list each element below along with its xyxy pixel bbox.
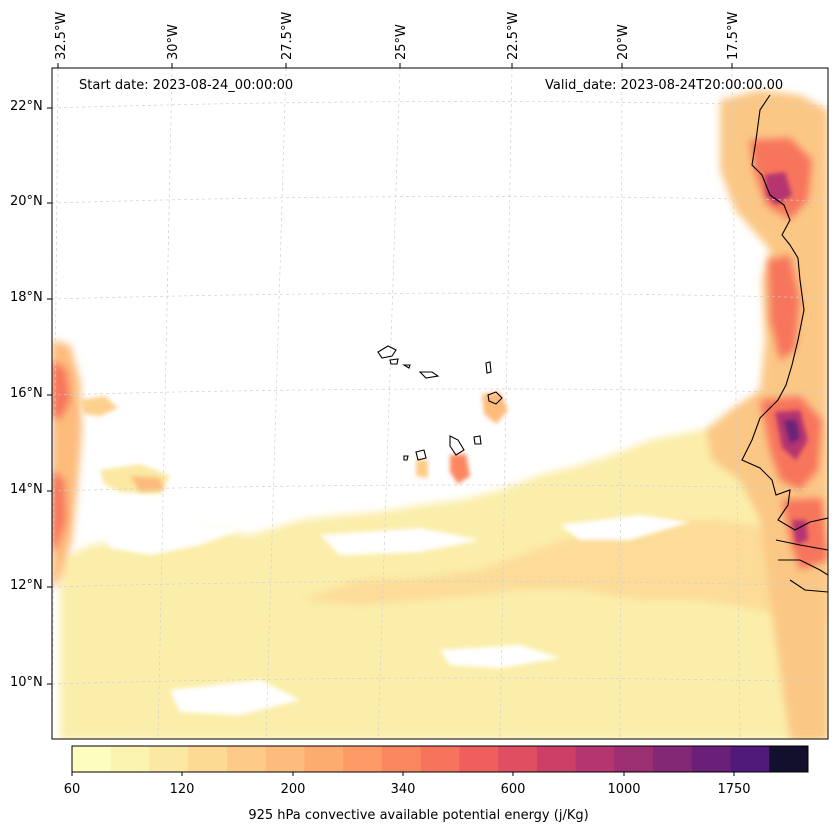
colorbar-tick-label: 1750 [717, 782, 751, 797]
colorbar-segment [536, 746, 577, 772]
colorbar-segment [265, 746, 305, 772]
colorbar-tick-label: 600 [500, 782, 526, 797]
colorbar-segment [188, 746, 228, 772]
lon-label-25w: 25°W [394, 24, 409, 60]
cape-africa-mid [750, 138, 828, 570]
map-frame [51, 67, 829, 740]
island-brava [403, 455, 409, 461]
lat-label-10n: 10°N [10, 675, 43, 690]
lat-label-22n: 22°N [10, 99, 43, 114]
lon-label-20w: 20°W [616, 24, 631, 60]
cape-africa-core [765, 172, 808, 545]
cape-gap-4 [170, 680, 300, 715]
graticule [51, 67, 829, 740]
lat-ticks [47, 107, 52, 685]
cape-west-patch3 [130, 476, 164, 492]
colorbar-segment [304, 746, 344, 772]
colorbar-segment [730, 746, 770, 772]
lon-label-22-5w: 22.5°W [506, 11, 521, 60]
cape-gap-5 [560, 515, 690, 540]
colorbar-segment [498, 746, 538, 772]
cape-gap-3 [440, 645, 560, 668]
start-date-label: Start date: 2023-08-24_00:00:00 [79, 78, 294, 93]
lat-label-12n: 12°N [10, 578, 43, 593]
cape-field [52, 90, 828, 739]
colorbar-segment [226, 746, 267, 772]
cape-cv-patch-1 [482, 392, 508, 424]
cape-gap-1 [100, 520, 240, 555]
colorbar-segment [72, 746, 112, 772]
colorbar-border [71, 745, 809, 773]
colorbar-tick-label: 1000 [607, 782, 641, 797]
lat-label-16n: 16°N [10, 386, 43, 401]
cape-cv-patch-2 [450, 454, 470, 484]
lon-label-17-5w: 17.5°W [726, 11, 741, 60]
colorbar-segment [420, 746, 460, 772]
colorbar-segment [769, 746, 809, 772]
colorbar [71, 745, 809, 776]
colorbar-tick-label: 340 [390, 782, 416, 797]
island-sal [485, 361, 492, 374]
colorbar-segment [653, 746, 693, 772]
coastlines [377, 94, 828, 593]
colorbar-tick-label: 200 [280, 782, 306, 797]
cape-africa-peak [784, 420, 800, 444]
colorbar-segment [381, 746, 422, 772]
valid-date-label: Valid_date: 2023-08-24T20:00:00.00 [545, 78, 784, 93]
cape-southern-band-inner [300, 520, 828, 620]
island-sao-vicente [389, 358, 399, 365]
island-santo-antao [377, 345, 397, 359]
africa-coastline [741, 94, 828, 593]
cape-west-core [52, 360, 70, 550]
island-boa-vista [487, 391, 503, 405]
island-santiago [449, 435, 465, 456]
lon-label-32-5w: 32.5°W [54, 11, 69, 60]
colorbar-title: 925 hPa convective available potential e… [248, 808, 589, 823]
cape-cv-patch-3 [416, 460, 428, 478]
lon-label-27-5w: 27.5°W [280, 11, 295, 60]
colorbar-segment [343, 746, 383, 772]
island-sao-nicolau [418, 371, 440, 379]
colorbar-segment [691, 746, 732, 772]
colorbar-tick-label: 120 [169, 782, 195, 797]
lat-label-14n: 14°N [10, 482, 43, 497]
cape-gap-2 [320, 528, 480, 555]
colorbar-tick-label: 60 [63, 782, 81, 797]
island-santa-luzia [402, 364, 411, 369]
island-fogo [415, 449, 427, 461]
colorbar-segment [110, 746, 150, 772]
lat-label-18n: 18°N [10, 290, 43, 305]
colorbar-segment [575, 746, 615, 772]
colorbar-segment [614, 746, 654, 772]
island-maio [473, 435, 482, 445]
colorbar-segment [459, 746, 499, 772]
colorbar-segment [149, 746, 189, 772]
lat-label-20n: 20°N [10, 194, 43, 209]
lon-label-30w: 30°W [166, 24, 181, 60]
cape-west-patch [80, 396, 118, 416]
lon-ticks [57, 63, 733, 68]
